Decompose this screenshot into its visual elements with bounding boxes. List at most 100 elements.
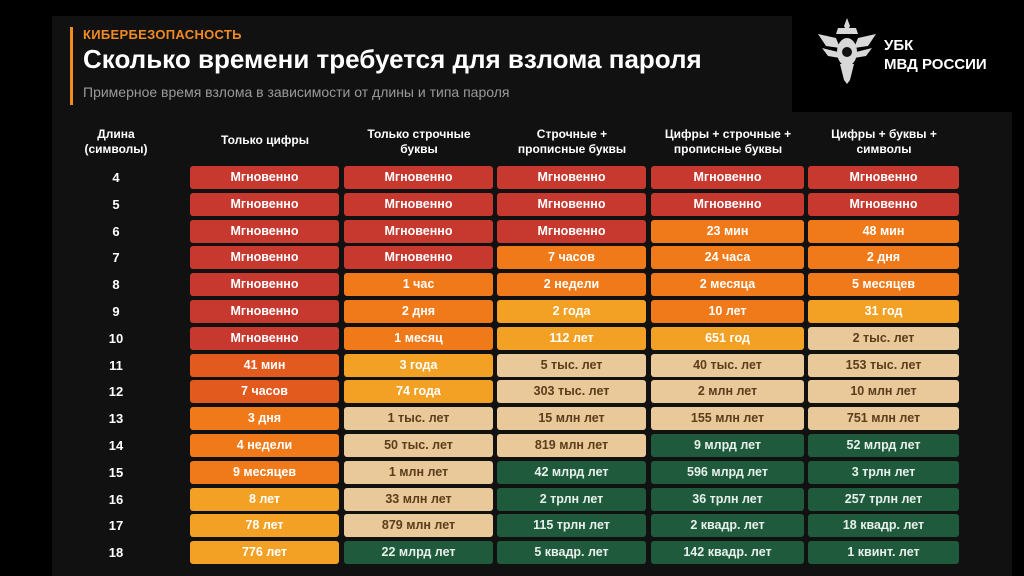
table-cell: Мгновенно — [808, 166, 959, 189]
table-cell: 48 мин — [808, 220, 959, 243]
table-cell: 18 квадр. лет — [808, 514, 959, 537]
row-length-label: 8 — [112, 277, 120, 292]
table-cell: 1 час — [344, 273, 493, 296]
table-cell: 153 тыс. лет — [808, 354, 959, 377]
column-header-5: Цифры + буквы + символы — [809, 127, 959, 157]
table-cell: 3 года — [344, 354, 493, 377]
row-length-label: 5 — [112, 197, 120, 212]
table-cell: 2 дня — [344, 300, 493, 323]
table-cell: 2 трлн лет — [497, 488, 646, 511]
row-length-label: 13 — [108, 411, 124, 426]
table-cell: 7 часов — [497, 246, 646, 269]
table-cell: Мгновенно — [344, 193, 493, 216]
column-header-line: буквы — [400, 142, 438, 156]
table-cell: 33 млн лет — [344, 488, 493, 511]
table-cell: 776 лет — [190, 541, 339, 564]
table-cell: Мгновенно — [808, 193, 959, 216]
table-cell: 155 млн лет — [651, 407, 804, 430]
column-header-line: прописные буквы — [517, 142, 627, 156]
table-cell: 1 тыс. лет — [344, 407, 493, 430]
table-cell: Мгновенно — [651, 166, 804, 189]
table-cell: 31 год — [808, 300, 959, 323]
row-length-label: 9 — [112, 304, 120, 319]
column-header-line: прописные буквы — [673, 142, 783, 156]
row-length-label: 15 — [108, 465, 124, 480]
table-cell: Мгновенно — [497, 220, 646, 243]
row-length-label: 6 — [112, 224, 120, 239]
table-cell: 3 дня — [190, 407, 339, 430]
table-cell: 2 дня — [808, 246, 959, 269]
table-cell: 23 мин — [651, 220, 804, 243]
table-cell: 24 часа — [651, 246, 804, 269]
table-cell: 22 млрд лет — [344, 541, 493, 564]
column-header-line: (символы) — [84, 142, 148, 156]
table-cell: 78 лет — [190, 514, 339, 537]
table-cell: 651 год — [651, 327, 804, 350]
column-header-line: Цифры + строчные + — [664, 127, 792, 141]
table-cell: 52 млрд лет — [808, 434, 959, 457]
accent-bar — [70, 27, 73, 105]
table-cell: 50 тыс. лет — [344, 434, 493, 457]
table-cell: Мгновенно — [190, 220, 339, 243]
table-cell: 879 млн лет — [344, 514, 493, 537]
table-cell: 1 млн лет — [344, 461, 493, 484]
double-headed-eagle-icon — [818, 18, 876, 84]
table-cell: 819 млн лет — [497, 434, 646, 457]
table-cell: 40 тыс. лет — [651, 354, 804, 377]
table-cell: 5 месяцев — [808, 273, 959, 296]
table-cell: 5 квадр. лет — [497, 541, 646, 564]
table-cell: 2 недели — [497, 273, 646, 296]
column-header-0: Длина (символы) — [76, 127, 156, 157]
table-cell: Мгновенно — [190, 273, 339, 296]
column-header-3: Строчные + прописные буквы — [497, 127, 647, 157]
row-length-label: 12 — [108, 384, 124, 399]
table-cell: 142 квадр. лет — [651, 541, 804, 564]
table-cell: 10 млн лет — [808, 380, 959, 403]
column-header-line: Только строчные — [367, 127, 471, 141]
row-length-label: 7 — [112, 250, 120, 265]
table-cell: 36 трлн лет — [651, 488, 804, 511]
table-cell: 1 месяц — [344, 327, 493, 350]
row-length-label: 18 — [108, 545, 124, 560]
table-cell: 2 млн лет — [651, 380, 804, 403]
table-cell: 9 млрд лет — [651, 434, 804, 457]
table-cell: Мгновенно — [190, 300, 339, 323]
table-cell: 2 квадр. лет — [651, 514, 804, 537]
table-cell: 4 недели — [190, 434, 339, 457]
table-cell: 303 тыс. лет — [497, 380, 646, 403]
table-cell: 74 года — [344, 380, 493, 403]
logo-text: УБК МВД РОССИИ — [884, 36, 987, 74]
table-cell: Мгновенно — [344, 166, 493, 189]
column-header-4: Цифры + строчные + прописные буквы — [653, 127, 803, 157]
table-cell: Мгновенно — [344, 220, 493, 243]
column-header-line: символы — [856, 142, 912, 156]
table-cell: 1 квинт. лет — [808, 541, 959, 564]
table-cell: 112 лет — [497, 327, 646, 350]
table-cell: Мгновенно — [190, 327, 339, 350]
row-length-label: 11 — [109, 358, 123, 373]
table-cell: 10 лет — [651, 300, 804, 323]
page-subtitle: Примерное время взлома в зависимости от … — [83, 84, 510, 100]
table-cell: Мгновенно — [344, 246, 493, 269]
column-header-1: Только цифры — [190, 133, 340, 148]
table-cell: 5 тыс. лет — [497, 354, 646, 377]
column-header-line: Цифры + буквы + — [831, 127, 937, 141]
row-length-label: 14 — [108, 438, 124, 453]
table-cell: 2 месяца — [651, 273, 804, 296]
row-length-label: 10 — [108, 331, 124, 346]
page-title: Сколько времени требуется для взлома пар… — [83, 44, 702, 74]
table-cell: 257 трлн лет — [808, 488, 959, 511]
table-cell: Мгновенно — [190, 246, 339, 269]
logo-block: УБК МВД РОССИИ — [792, 0, 1018, 112]
column-header-line: Только цифры — [221, 133, 309, 147]
row-length-label: 16 — [108, 492, 124, 507]
column-header-line: Длина — [97, 127, 135, 141]
table-cell: 751 млн лет — [808, 407, 959, 430]
category-tag: КИБЕРБЕЗОПАСНОСТЬ — [83, 27, 242, 42]
row-length-label: 4 — [112, 170, 120, 185]
table-cell: 41 мин — [190, 354, 339, 377]
table-cell: Мгновенно — [497, 166, 646, 189]
table-cell: 7 часов — [190, 380, 339, 403]
table-cell: 596 млрд лет — [651, 461, 804, 484]
table-cell: 42 млрд лет — [497, 461, 646, 484]
